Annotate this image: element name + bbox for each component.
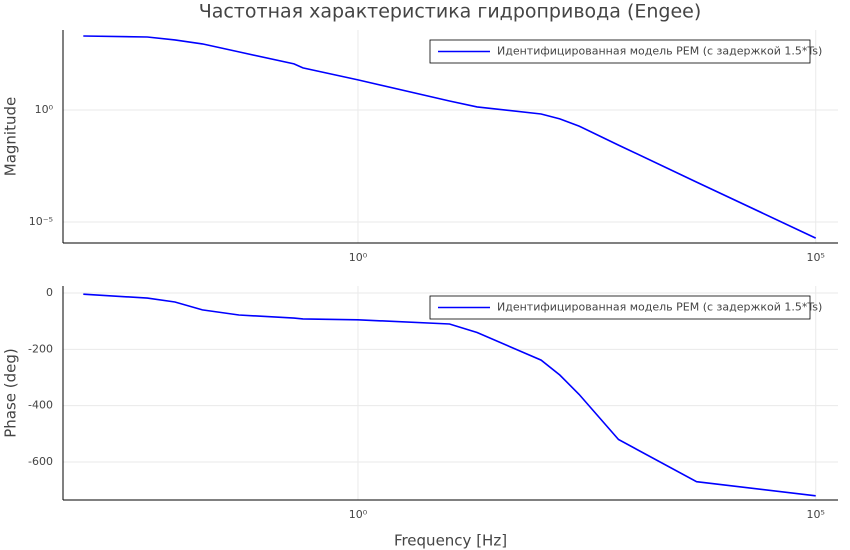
chart-title: Частотная характеристика гидропривода (E… [199,1,702,23]
x-axis-label: Frequency [Hz] [394,532,507,550]
legend-box [429,295,811,320]
legend-label: Идентифицированная модель PEM (с задержк… [497,45,822,58]
y-axis-label: Magnitude [2,97,20,176]
y-tick-label: -400 [28,399,53,412]
x-tick-label: 10⁵ [807,508,825,521]
y-tick-label: -200 [28,342,53,355]
data-line [83,35,817,239]
y-tick-label: 10⁰ [35,103,54,116]
x-tick-label: 10⁵ [807,251,825,264]
y-tick-label: -600 [28,455,53,468]
legend-box [429,39,811,64]
x-tick-label: 10⁰ [349,251,368,264]
legend-label: Идентифицированная модель PEM (с задержк… [497,301,822,314]
data-line [83,293,816,497]
y-tick-label: 10⁻⁵ [29,215,53,228]
y-axis-label: Phase (deg) [2,348,20,438]
y-tick-label: 0 [46,286,53,299]
x-tick-label: 10⁰ [349,508,368,521]
